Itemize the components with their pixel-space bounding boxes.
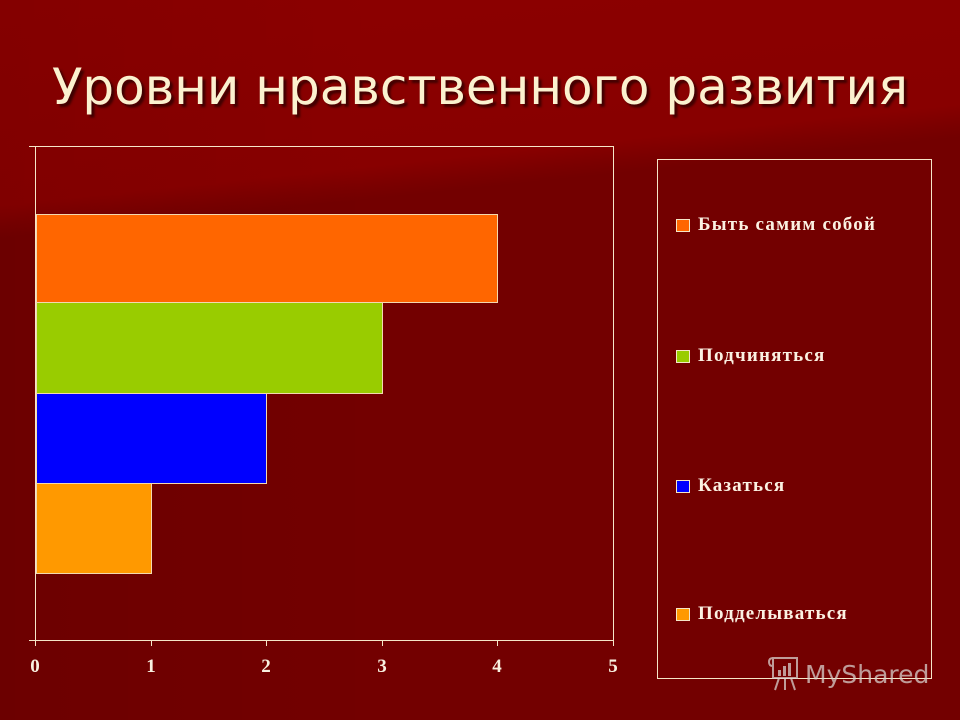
legend-swatch-amber <box>676 607 690 621</box>
legend-swatch-orange <box>676 218 690 232</box>
bar-byt-samim-soboy <box>36 214 499 303</box>
legend-swatch-green <box>676 349 690 363</box>
x-tick-label: 1 <box>146 656 156 677</box>
x-tick-label: 0 <box>30 656 40 677</box>
x-tick <box>497 640 498 646</box>
legend-label: Казаться <box>698 475 786 496</box>
y-tick <box>29 146 35 147</box>
x-tick-label: 4 <box>492 656 502 677</box>
plot-area <box>35 146 614 641</box>
x-tick <box>382 640 383 646</box>
y-axis <box>35 146 36 641</box>
x-tick-label: 5 <box>608 656 618 677</box>
slide-title: Уровни нравственного развития <box>51 58 909 116</box>
x-tick <box>151 640 152 646</box>
legend-label: Быть самим собой <box>698 214 877 235</box>
bar-kazatsya <box>36 393 268 484</box>
x-tick <box>266 640 267 646</box>
x-axis <box>29 640 614 641</box>
x-tick <box>35 640 36 646</box>
bar-poddelyvatsya <box>36 483 152 574</box>
bar-podchinyatsya <box>36 302 383 394</box>
legend-label: Подчиняться <box>698 345 826 366</box>
legend-item: Подделываться <box>676 602 848 626</box>
chart-legend: Быть самим собой Подчиняться Казаться По… <box>657 159 932 679</box>
watermark-text: MyShared <box>805 659 930 689</box>
legend-item: Подчиняться <box>676 344 826 368</box>
x-tick-label: 2 <box>261 656 271 677</box>
watermark: MyShared <box>767 654 929 694</box>
legend-label: Подделываться <box>698 603 848 624</box>
presentation-board-icon <box>767 657 798 691</box>
x-tick <box>613 640 614 646</box>
legend-swatch-blue <box>676 479 690 493</box>
legend-item: Быть самим собой <box>676 213 876 237</box>
x-tick-label: 3 <box>377 656 387 677</box>
legend-item: Казаться <box>676 474 785 498</box>
